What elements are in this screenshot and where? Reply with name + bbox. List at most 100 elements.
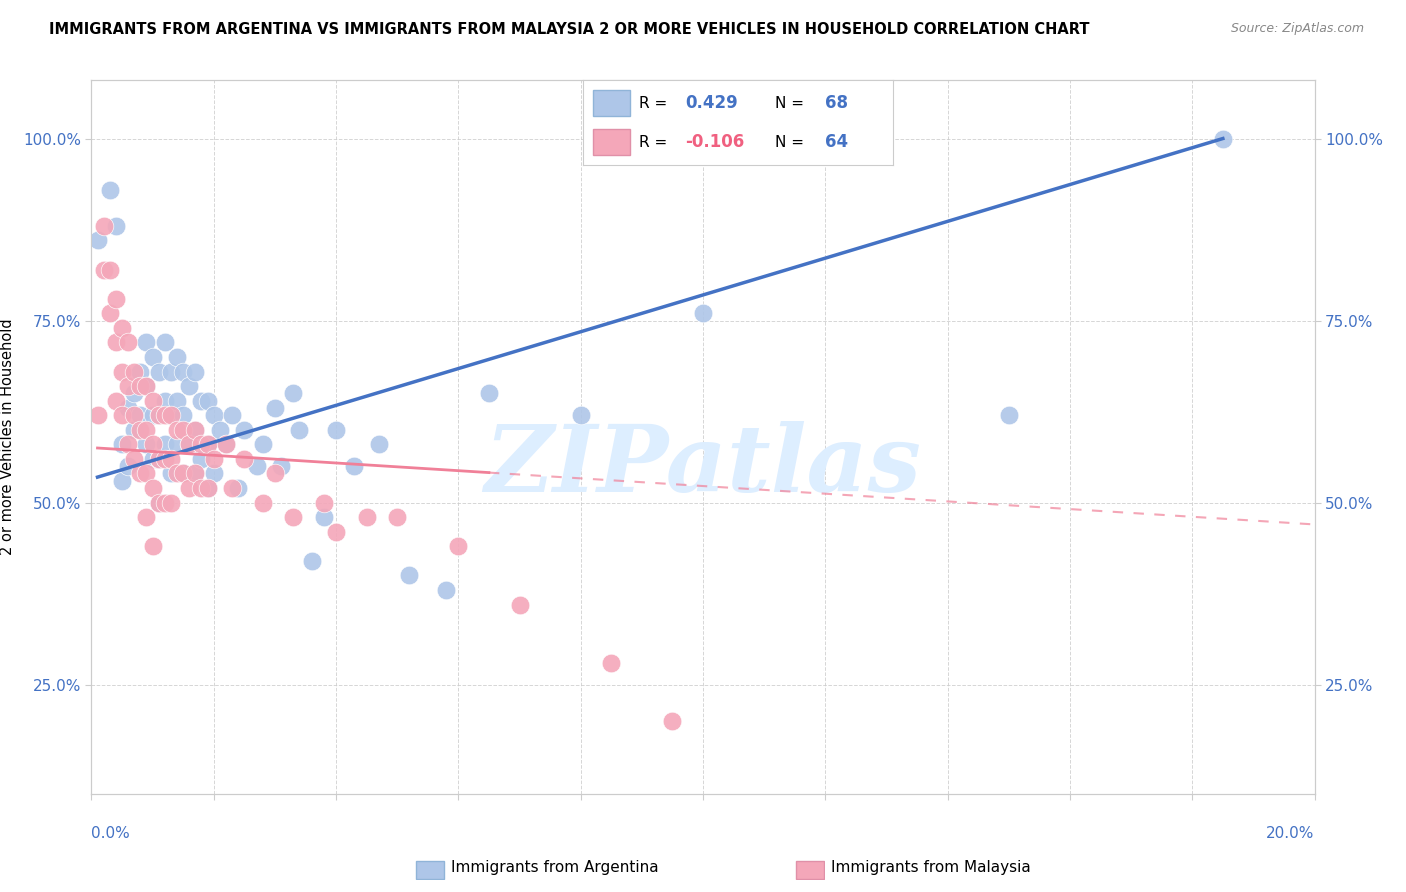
Point [509,598,531,612]
Point [117,401,139,415]
Point [166,350,188,364]
Point [190,451,212,466]
Point [122,409,145,423]
Point [197,393,219,408]
Point [148,409,170,423]
Point [98,306,121,320]
Point [447,539,470,553]
Point [190,481,212,495]
Point [221,481,243,495]
Point [202,451,225,466]
Point [98,262,121,277]
Point [264,467,287,481]
Point [104,292,127,306]
Point [98,182,121,196]
Point [288,423,311,437]
Point [153,409,176,423]
Point [129,409,152,423]
Point [122,386,145,401]
Point [197,481,219,495]
Point [197,437,219,451]
Point [148,365,170,379]
Point [86,234,108,248]
Point [197,437,219,451]
Point [104,393,127,408]
Point [233,451,256,466]
Text: R =: R = [640,135,672,150]
Point [141,393,163,408]
Point [233,423,256,437]
Point [478,386,501,401]
Point [283,510,305,524]
Point [172,423,194,437]
Point [141,409,163,423]
Point [160,495,183,509]
Point [190,437,212,451]
Point [356,510,378,524]
Point [569,409,592,423]
Point [312,510,335,524]
Point [434,582,457,597]
Point [252,495,274,509]
Point [148,409,170,423]
Point [111,365,134,379]
Point [398,568,420,582]
Point [202,409,225,423]
Point [179,437,201,451]
Point [141,350,163,364]
Point [215,437,238,451]
Point [283,386,305,401]
Point [184,365,207,379]
Bar [593,90,630,116]
Text: 20.0%: 20.0% [1267,826,1315,841]
Point [135,510,157,524]
Point [385,510,409,524]
Point [325,524,347,539]
Point [122,451,145,466]
Point [160,409,183,423]
Point [135,437,157,451]
Point [135,335,157,350]
Text: -0.106: -0.106 [686,133,745,151]
Point [93,219,115,233]
Text: Source: ZipAtlas.com: Source: ZipAtlas.com [1230,22,1364,36]
Point [184,467,207,481]
Point [153,451,176,466]
Point [208,423,231,437]
Point [215,437,238,451]
Point [104,335,127,350]
Point [148,495,170,509]
Point [179,379,201,393]
Text: N =: N = [775,95,808,111]
Text: 0.0%: 0.0% [91,826,131,841]
Point [153,393,176,408]
Point [111,321,134,335]
Point [117,379,139,393]
Point [117,335,139,350]
Point [129,467,152,481]
Text: ZIPatlas: ZIPatlas [485,421,921,510]
Point [221,409,243,423]
Point [111,437,134,451]
Point [179,437,201,451]
Point [1212,131,1234,145]
Point [117,437,139,451]
Point [153,437,176,451]
Point [202,467,225,481]
Point [129,379,152,393]
Point [141,481,163,495]
Text: Immigrants from Malaysia: Immigrants from Malaysia [831,860,1031,874]
Point [226,481,249,495]
Point [160,467,183,481]
Point [153,335,176,350]
Point [111,474,134,488]
Point [104,219,127,233]
Point [135,379,157,393]
Point [160,365,183,379]
Text: 68: 68 [825,95,848,112]
Point [166,467,188,481]
Point [184,467,207,481]
Point [135,423,157,437]
Point [141,539,163,553]
Point [172,409,194,423]
